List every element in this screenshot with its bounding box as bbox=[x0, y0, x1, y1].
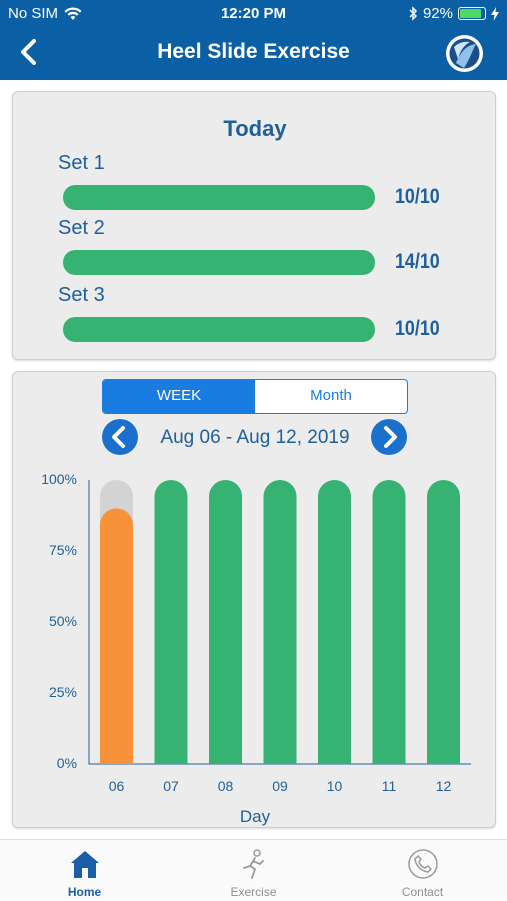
status-bar: No SIM 12:20 PM 92% bbox=[0, 0, 507, 28]
set-2-progress-fill bbox=[63, 250, 375, 275]
x-tick-label: 12 bbox=[435, 778, 452, 794]
date-range: Aug 06 - Aug 12, 2019 bbox=[160, 427, 350, 448]
y-tick-label: 100% bbox=[41, 471, 77, 487]
header: No SIM 12:20 PM 92% Heel Slide Exercise bbox=[0, 0, 507, 80]
set-2-value: 14/10 bbox=[395, 250, 440, 273]
wifi-icon bbox=[64, 6, 82, 20]
bar[interactable] bbox=[100, 508, 133, 764]
tab-contact[interactable]: Contact bbox=[338, 840, 507, 901]
set-1-value: 10/10 bbox=[395, 185, 440, 208]
set-3-value: 10/10 bbox=[395, 317, 440, 340]
home-icon bbox=[71, 851, 99, 878]
bar[interactable] bbox=[209, 480, 242, 764]
set-3-label: Set 3 bbox=[58, 284, 105, 306]
chart-canvas bbox=[88, 480, 471, 765]
battery-percent: 92% bbox=[422, 5, 453, 22]
set-3-progress-fill bbox=[63, 317, 375, 342]
y-tick-label: 75% bbox=[48, 542, 77, 558]
set-2-progress-bar bbox=[63, 250, 375, 275]
x-tick-label: 08 bbox=[217, 778, 234, 794]
phone-icon bbox=[408, 849, 438, 879]
navbar: Heel Slide Exercise bbox=[0, 28, 507, 80]
x-tick-label: 06 bbox=[108, 778, 125, 794]
bar[interactable] bbox=[427, 480, 460, 764]
today-heading: Today bbox=[223, 116, 287, 141]
month-tab[interactable]: Month bbox=[310, 387, 352, 404]
bar[interactable] bbox=[263, 480, 297, 764]
period-toggle: WEEK Month bbox=[102, 379, 408, 414]
runner-icon bbox=[243, 849, 264, 879]
clock: 12:20 PM bbox=[220, 5, 287, 22]
x-tick-label: 09 bbox=[272, 778, 288, 794]
tab-home[interactable]: Home bbox=[0, 840, 169, 901]
carrier-label: No SIM bbox=[8, 5, 59, 22]
x-tick-label: 11 bbox=[381, 778, 397, 794]
tab-contact-label: Contact bbox=[401, 885, 444, 899]
history-card: WEEK Month Aug 06 - Aug 12, 2019 0% 25% 50… bbox=[12, 371, 496, 828]
set-2-label: Set 2 bbox=[58, 217, 105, 239]
y-tick-label: 50% bbox=[48, 613, 77, 629]
set-1-progress-fill bbox=[63, 185, 375, 210]
battery-level bbox=[460, 9, 482, 18]
charging-icon bbox=[491, 6, 499, 21]
weekly-chart: 0% 25% 50% 75% 100% 06 07 08 09 10 11 12 bbox=[13, 372, 497, 829]
set-3-progress-bar bbox=[63, 317, 375, 342]
back-chevron-icon[interactable] bbox=[14, 36, 46, 68]
x-tick-label: 07 bbox=[163, 778, 179, 794]
previous-week-button[interactable] bbox=[102, 419, 138, 455]
bar[interactable] bbox=[154, 480, 188, 764]
x-tick-label: 10 bbox=[326, 778, 343, 794]
y-tick-label: 0% bbox=[56, 755, 77, 771]
today-card: Today Set 1 10/10 Set 2 14/10 Set 3 10/1… bbox=[12, 91, 496, 360]
week-tab[interactable]: WEEK bbox=[103, 380, 255, 413]
tab-exercise[interactable]: Exercise bbox=[169, 840, 338, 901]
y-tick-label: 25% bbox=[48, 684, 77, 700]
tab-exercise-label: Exercise bbox=[230, 885, 277, 899]
bluetooth-icon bbox=[409, 6, 418, 21]
page-title: Heel Slide Exercise bbox=[157, 40, 350, 63]
next-week-button[interactable] bbox=[371, 419, 407, 455]
tab-home-label: Home bbox=[67, 885, 102, 899]
tab-bar: Home Exercise Contact bbox=[0, 839, 507, 900]
set-1-progress-bar bbox=[63, 185, 375, 210]
x-axis-label: Day bbox=[239, 807, 271, 826]
bar[interactable] bbox=[318, 480, 351, 764]
battery-icon bbox=[458, 7, 486, 20]
app-logo[interactable] bbox=[446, 35, 483, 72]
globe-logo-icon bbox=[449, 38, 480, 69]
set-1-label: Set 1 bbox=[58, 152, 105, 174]
bar[interactable] bbox=[372, 480, 406, 764]
